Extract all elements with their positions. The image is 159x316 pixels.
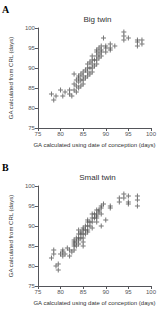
svg-text:GA calculated from CRL (days): GA calculated from CRL (days) (8, 37, 14, 119)
svg-text:90: 90 (28, 223, 35, 229)
svg-text:85: 85 (80, 131, 87, 137)
svg-text:75: 75 (28, 283, 35, 289)
svg-text:90: 90 (102, 131, 109, 137)
svg-text:85: 85 (28, 243, 35, 249)
svg-text:100: 100 (25, 183, 36, 189)
svg-text:90: 90 (102, 289, 109, 295)
svg-text:80: 80 (57, 131, 64, 137)
svg-text:85: 85 (80, 289, 87, 295)
svg-text:100: 100 (25, 25, 36, 31)
svg-text:Big twin: Big twin (83, 15, 111, 24)
svg-text:GA calculated from CRL (days): GA calculated from CRL (days) (8, 195, 14, 277)
svg-text:90: 90 (28, 65, 35, 71)
svg-text:85: 85 (28, 85, 35, 91)
svg-text:A: A (2, 4, 10, 15)
svg-text:75: 75 (28, 125, 35, 131)
svg-text:80: 80 (57, 289, 64, 295)
svg-text:95: 95 (125, 131, 132, 137)
svg-text:Small twin: Small twin (79, 173, 115, 182)
svg-text:GA calculated using date of co: GA calculated using date of conception (… (33, 300, 155, 306)
svg-text:95: 95 (125, 289, 132, 295)
svg-text:100: 100 (146, 289, 157, 295)
svg-text:80: 80 (28, 105, 35, 111)
svg-text:95: 95 (28, 45, 35, 51)
svg-text:B: B (2, 162, 9, 173)
svg-text:80: 80 (28, 263, 35, 269)
svg-text:GA calculated using date of co: GA calculated using date of conception (… (33, 142, 155, 148)
svg-text:75: 75 (35, 289, 42, 295)
svg-text:100: 100 (146, 131, 157, 137)
svg-text:95: 95 (28, 203, 35, 209)
svg-text:75: 75 (35, 131, 42, 137)
